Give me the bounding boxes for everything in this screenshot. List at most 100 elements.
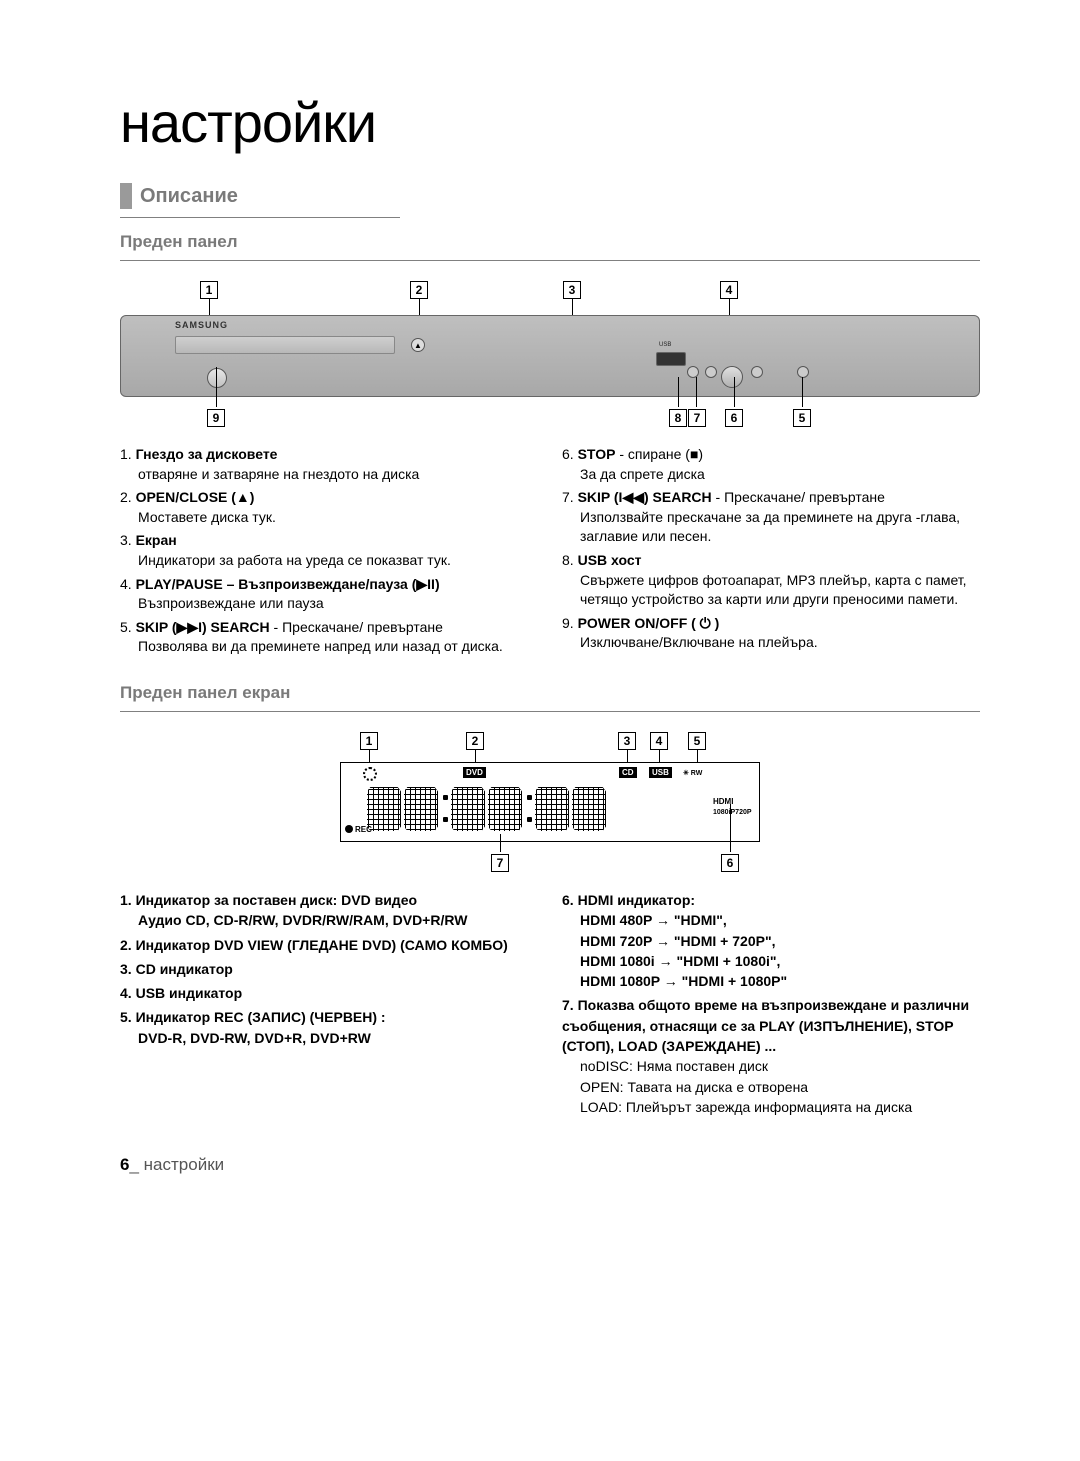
item-line: OPEN: Тавата на диска е отворена [580,1077,980,1097]
item-desc: Моставете диска тук. [138,508,538,528]
rw-text: ✳ RW [683,769,702,777]
item-desc: За да спрете диска [580,465,980,485]
display-legend-item: 4. USB индикатор [120,983,538,1003]
legend-item: 6. STOP - спиране (■)За да спрете диска [562,445,980,484]
legend-item: 2. OPEN/CLOSE (▲) Моставете диска тук. [120,488,538,527]
display-callout-top: 1 2 3 4 5 [340,732,760,762]
section-bar [120,183,132,209]
usb-label: USB [659,342,671,348]
display-legend-item: 1. Индикатор за поставен диск: DVD видео… [120,890,538,931]
legend-left-col: 1. Гнездо за дисковетеотваряне и затваря… [120,445,538,661]
item-title: Индикатор за поставен диск: DVD видео [136,892,417,908]
samsung-logo: SAMSUNG [175,320,228,330]
display-legend-item: 7. Показва общото време на възпроизвежда… [562,995,980,1117]
stop-button [705,366,717,378]
usb-port [656,352,686,366]
divider [120,711,980,712]
callout-2: 2 [410,281,428,299]
callout-5: 5 [793,409,811,427]
item-title: Показва общото време на възпроизвеждане … [562,997,969,1054]
item-title: SKIP (I◀◀) SEARCH [578,489,712,505]
skip-back-button [687,366,699,378]
item-number: 6. [562,892,578,908]
item-desc: Свържете цифров фотоапарат, MP3 плейър, … [580,571,980,610]
item-number: 1. [120,446,136,462]
digit [535,787,569,831]
callout-line [802,377,803,407]
page-footer: 6_ настройки [120,1155,980,1175]
item-line: HDMI 720P → "HDMI + 720P", [580,931,980,951]
item-line: HDMI 1080P → "HDMI + 1080P" [580,971,980,991]
power-button [207,368,227,388]
item-number: 4. [120,576,136,592]
item-title: USB индикатор [136,985,243,1001]
item-tail: - Прескачане/ превъртане [712,489,885,505]
item-line: LOAD: Плейърът зарежда информацията на д… [580,1097,980,1117]
d-callout-6: 6 [721,854,739,872]
callout-line [500,834,501,852]
item-desc: Изключване/Включване на плейъра. [580,633,980,653]
item-desc: отваряне и затваряне на гнездото на диск… [138,465,538,485]
item-title: Индикатор REC (ЗАПИС) (ЧЕРВЕН) : [136,1009,386,1025]
d-callout-2: 2 [466,732,484,750]
item-tail: - Прескачане/ превъртане [270,619,443,635]
legend-item: 8. USB хостСвържете цифров фотоапарат, M… [562,551,980,610]
item-line: noDISC: Няма поставен диск [580,1056,980,1076]
legend-item: 3. ЕкранИндикатори за работа на уреда се… [120,531,538,570]
usb-tag: USB [649,767,672,778]
item-title: OPEN/CLOSE (▲) [136,489,255,505]
digit [404,787,438,831]
item-desc: Позволява ви да преминете напред или наз… [138,637,538,657]
play-pause-button [721,366,743,388]
cd-tag: CD [619,767,637,778]
item-line: HDMI 480P → "HDMI", [580,910,980,930]
subsection-front-panel: Преден панел [120,232,980,252]
digit [572,787,606,831]
item-desc: Използвайте прескачане за да преминете н… [580,508,980,547]
callout-line [696,377,697,407]
legend-item: 1. Гнездо за дисковетеотваряне и затваря… [120,445,538,484]
section-underline [120,217,400,218]
callout-line [216,367,217,407]
eject-button: ▲ [411,338,425,352]
d-callout-4: 4 [650,732,668,750]
skip-fwd-button [751,366,763,378]
d-callout-5: 5 [688,732,706,750]
subsection-display: Преден панел екран [120,683,980,703]
item-number: 3. [120,961,136,977]
res-text: 1080iP720P [713,809,752,816]
item-number: 7. [562,489,578,505]
callout-9: 9 [207,409,225,427]
item-title: Индикатор DVD VIEW (ГЛЕДАНЕ DVD) (САМО К… [136,937,508,953]
item-number: 3. [120,532,136,548]
item-title: STOP [578,446,616,462]
item-title: CD индикатор [136,961,233,977]
item-line: Аудио CD, CD-R/RW, DVDR/RW/RAM, DVD+R/RW [138,910,538,930]
item-title: HDMI индикатор: [578,892,695,908]
callout-line [730,804,731,852]
legend-item: 4. PLAY/PAUSE – Възпроизвеждане/пауза (▶… [120,575,538,614]
display-legend-item: 2. Индикатор DVD VIEW (ГЛЕДАНЕ DVD) (САМ… [120,935,538,955]
item-number: 4. [120,985,136,1001]
rec-label: REC [355,825,372,834]
front-panel-diagram: 1 2 3 4 SAMSUNG ▲ USB 9 8 7 6 5 [120,281,980,431]
disp-legend-left: 1. Индикатор за поставен диск: DVD видео… [120,890,538,1121]
item-number: 1. [120,892,136,908]
legend-item: 5. SKIP (▶▶I) SEARCH - Прескачане/ превъ… [120,618,538,657]
item-number: 5. [120,619,136,635]
section-title: Описание [140,185,238,208]
digit [367,787,401,831]
digit [451,787,485,831]
section-header: Описание [120,183,980,209]
disc-tray [175,336,395,354]
item-number: 2. [120,489,136,505]
item-title: PLAY/PAUSE – Възпроизвеждане/пауза (▶II) [136,576,440,592]
callout-8: 8 [669,409,687,427]
disc-icon [363,767,377,781]
dvd-tag: DVD [463,767,486,778]
callout-4: 4 [720,281,738,299]
d-callout-7: 7 [491,854,509,872]
callout-1: 1 [200,281,218,299]
item-number: 5. [120,1009,136,1025]
page-title: настройки [120,90,980,155]
